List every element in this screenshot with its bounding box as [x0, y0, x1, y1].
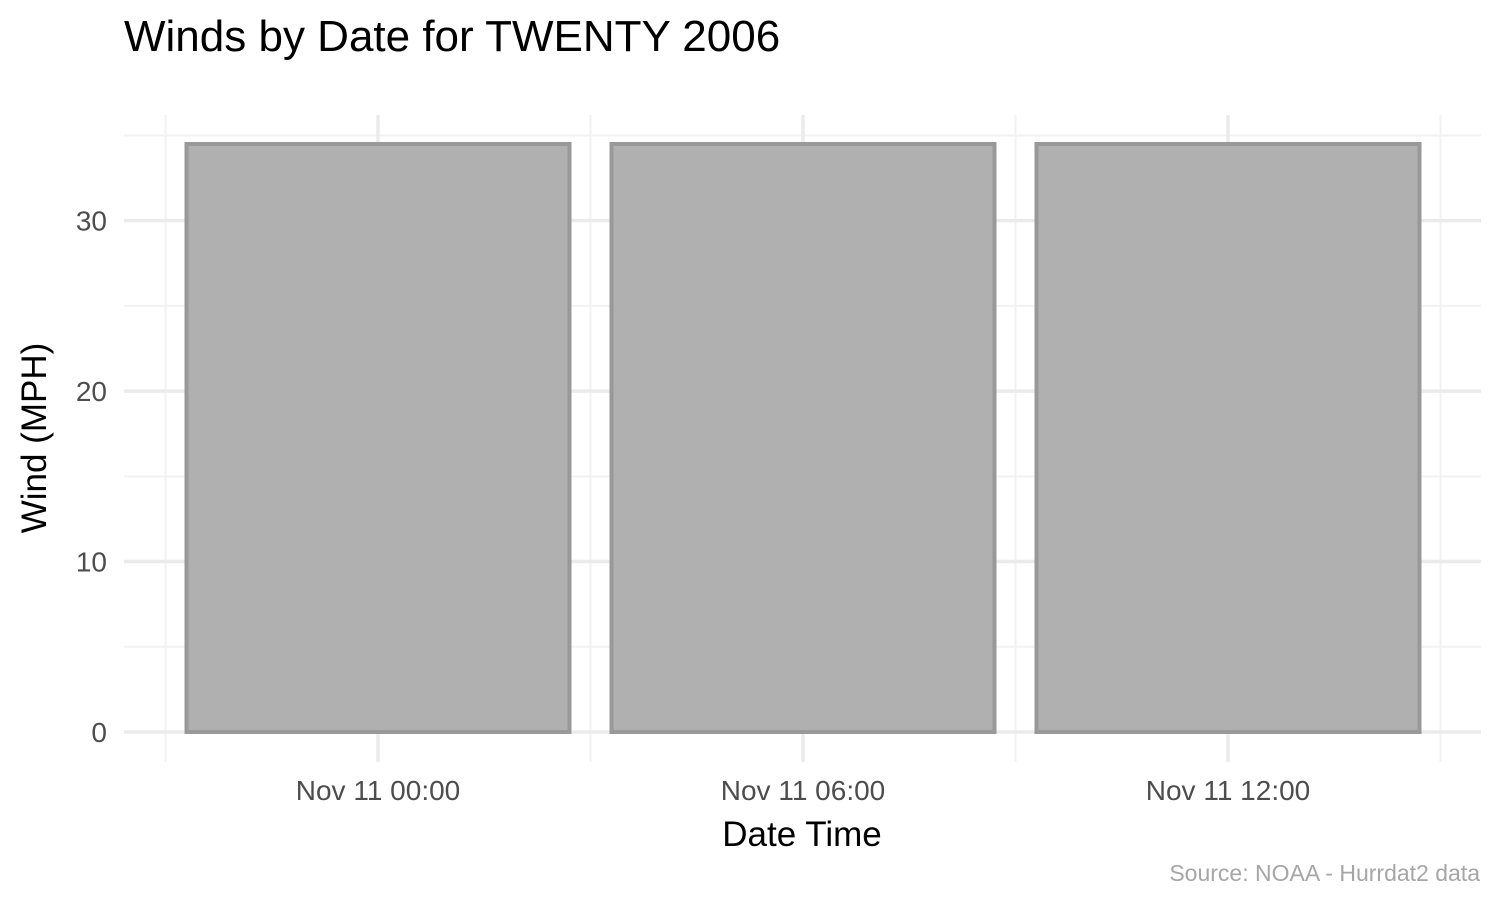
- x-axis-ticks: Nov 11 00:00 Nov 11 06:00 Nov 11 12:00: [296, 775, 1311, 806]
- y-tick-label: 10: [76, 547, 107, 578]
- y-tick-label: 20: [76, 376, 107, 407]
- bar: [1034, 141, 1422, 734]
- y-tick-label: 0: [91, 717, 107, 748]
- y-axis-label: Wind (MPH): [15, 343, 54, 534]
- x-tick-label: Nov 11 06:00: [721, 775, 886, 806]
- chart-caption: Source: NOAA - Hurrdat2 data: [1169, 860, 1480, 886]
- bar: [184, 141, 572, 734]
- y-tick-label: 30: [76, 206, 107, 237]
- y-axis-ticks: 0 10 20 30: [76, 206, 107, 748]
- bar: [609, 141, 997, 734]
- chart-title: Winds by Date for TWENTY 2006: [124, 12, 780, 61]
- x-tick-label: Nov 11 00:00: [296, 775, 461, 806]
- x-tick-label: Nov 11 12:00: [1146, 775, 1311, 806]
- bars: [184, 141, 1422, 734]
- x-axis-label: Date Time: [722, 815, 882, 854]
